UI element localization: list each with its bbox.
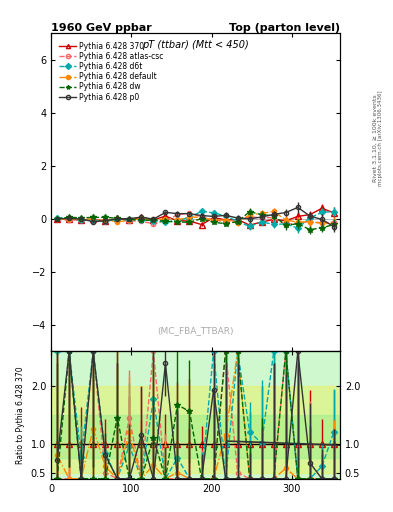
Bar: [51, 386, 340, 473]
Text: pT (ttbar) (Mtt < 450): pT (ttbar) (Mtt < 450): [142, 39, 249, 50]
Text: 1960 GeV ppbar: 1960 GeV ppbar: [51, 23, 152, 33]
Text: Rivet 3.1.10, ≥ 100k events: Rivet 3.1.10, ≥ 100k events: [373, 94, 378, 182]
Bar: [51, 415, 340, 458]
Text: mcplots.cern.ch [arXiv:1306.3436]: mcplots.cern.ch [arXiv:1306.3436]: [378, 91, 383, 186]
Text: (MC_FBA_TTBAR): (MC_FBA_TTBAR): [157, 327, 234, 335]
Y-axis label: Ratio to Pythia 6.428 370: Ratio to Pythia 6.428 370: [16, 366, 25, 464]
Bar: [51, 351, 340, 479]
Text: Top (parton level): Top (parton level): [229, 23, 340, 33]
Legend: Pythia 6.428 370, Pythia 6.428 atlas-csc, Pythia 6.428 d6t, Pythia 6.428 default: Pythia 6.428 370, Pythia 6.428 atlas-csc…: [58, 40, 165, 103]
